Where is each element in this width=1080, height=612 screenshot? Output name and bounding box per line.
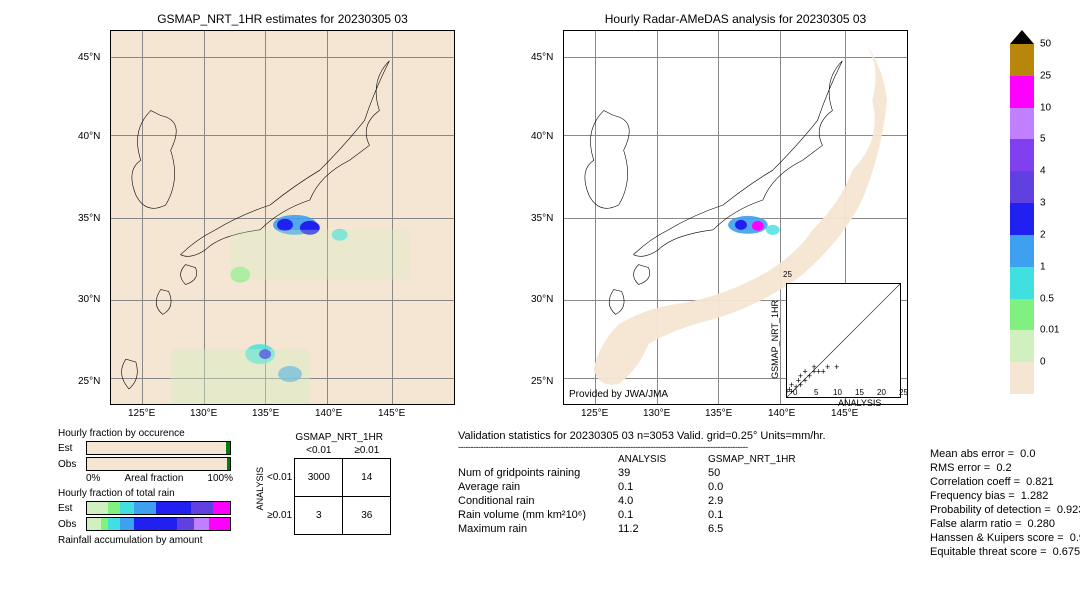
svg-text:+: + <box>834 362 839 372</box>
sty25: 25 <box>783 270 792 279</box>
col-gsmap: GSMAP_NRT_1HR <box>708 454 828 465</box>
validation-header: Validation statistics for 20230305 03 n=… <box>458 430 918 442</box>
st20: 20 <box>877 388 886 397</box>
left-ytick-45: 45°N <box>78 52 100 63</box>
contingency-y-header: ANALYSIS <box>255 463 265 514</box>
contingency-table: GSMAP_NRT_1HR ANALYSIS <0.01≥0.01 <0.013… <box>255 432 391 535</box>
cell-11: 36 <box>343 497 391 535</box>
totalrain-title: Hourly fraction of total rain <box>58 488 233 499</box>
colorbar: 502510543210.50.010 <box>1010 30 1034 408</box>
left-xtick-145: 145°E <box>378 408 405 419</box>
st15: 15 <box>855 388 864 397</box>
right-xtick-145: 145°E <box>831 408 858 419</box>
est-totalrain-bar <box>86 501 231 515</box>
st5: 5 <box>814 388 818 397</box>
obs-label-2: Obs <box>58 519 86 530</box>
left-xtick-140: 140°E <box>315 408 342 419</box>
obs-totalrain-bar <box>86 517 231 531</box>
pct-100: 100% <box>207 473 233 484</box>
svg-text:+: + <box>803 366 808 376</box>
scatter-inset: +++++++++++++++++ <box>786 283 901 398</box>
cell-00: 3000 <box>295 459 343 497</box>
right-xtick-130: 130°E <box>643 408 670 419</box>
col-lt: <0.01 <box>295 443 343 459</box>
areal-fraction-label: Areal fraction <box>124 473 183 484</box>
st10: 10 <box>833 388 842 397</box>
cell-01: 14 <box>343 459 391 497</box>
est-label: Est <box>58 443 86 454</box>
left-ytick-25: 25°N <box>78 376 100 387</box>
right-ytick-30: 30°N <box>531 294 553 305</box>
cell-10: 3 <box>295 497 343 535</box>
row-ge: ≥0.01 <box>265 497 295 535</box>
est-occurrence-bar <box>86 441 231 455</box>
st0: 0 <box>793 388 797 397</box>
right-xtick-125: 125°E <box>581 408 608 419</box>
right-xtick-140: 140°E <box>768 408 795 419</box>
left-ytick-35: 35°N <box>78 213 100 224</box>
left-map <box>110 30 455 405</box>
st25: 25 <box>899 388 908 397</box>
col-ge: ≥0.01 <box>343 443 391 459</box>
legend-bars: Hourly fraction by occurence Est Obs 0% A… <box>58 428 233 546</box>
right-ytick-45: 45°N <box>531 52 553 63</box>
left-xtick-130: 130°E <box>190 408 217 419</box>
pct-0: 0% <box>86 473 100 484</box>
validation-stats: Validation statistics for 20230305 03 n=… <box>458 430 918 537</box>
left-xtick-135: 135°E <box>252 408 279 419</box>
obs-label: Obs <box>58 459 86 470</box>
dash-line: ----------------------------------------… <box>458 442 918 452</box>
right-xtick-135: 135°E <box>705 408 732 419</box>
right-ytick-35: 35°N <box>531 213 553 224</box>
col-analysis: ANALYSIS <box>618 454 708 465</box>
scatter-x-label: ANALYSIS <box>838 398 881 408</box>
right-ytick-40: 40°N <box>531 131 553 142</box>
row-lt: <0.01 <box>265 459 295 497</box>
left-ytick-40: 40°N <box>78 131 100 142</box>
est-label-2: Est <box>58 503 86 514</box>
right-map: Provided by JWA/JMA +++++++++++++++++ <box>563 30 908 405</box>
accum-title: Rainfall accumulation by amount <box>58 535 233 546</box>
occurrence-title: Hourly fraction by occurence <box>58 428 233 439</box>
right-ytick-25: 25°N <box>531 376 553 387</box>
scatter-y-label: GSMAP_NRT_1HR <box>770 300 780 379</box>
svg-text:+: + <box>825 362 830 372</box>
svg-text:+: + <box>812 362 817 372</box>
right-map-title: Hourly Radar-AMeDAS analysis for 2023030… <box>563 12 908 26</box>
left-xtick-125: 125°E <box>128 408 155 419</box>
attribution-text: Provided by JWA/JMA <box>569 389 668 400</box>
contingency-header: GSMAP_NRT_1HR <box>255 432 391 443</box>
obs-occurrence-bar <box>86 457 231 471</box>
left-ytick-30: 30°N <box>78 294 100 305</box>
validation-metrics: Mean abs error = 0.0RMS error = 0.2Corre… <box>930 446 1080 560</box>
left-map-title: GSMAP_NRT_1HR estimates for 20230305 03 <box>110 12 455 26</box>
